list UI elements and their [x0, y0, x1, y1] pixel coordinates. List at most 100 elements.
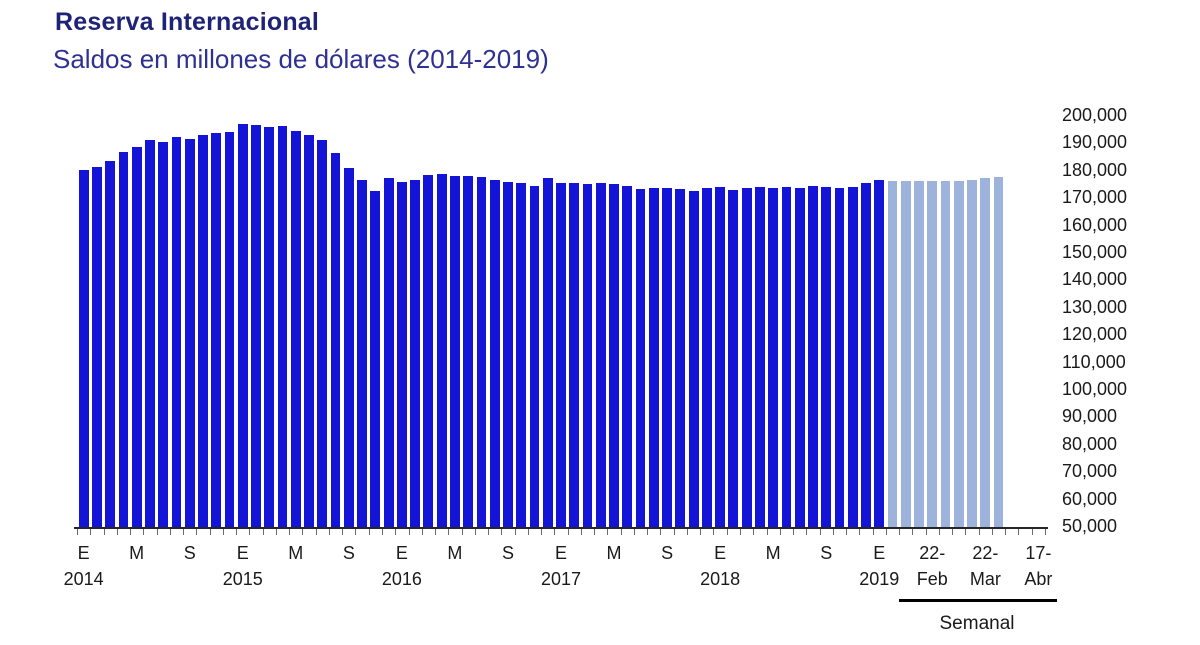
monthly-bar: [264, 126, 275, 527]
x-tick: [527, 529, 529, 535]
x-period-label: 2018: [700, 569, 741, 589]
monthly-bar: [715, 187, 726, 527]
weekly-bar: [900, 180, 911, 527]
x-tick: [819, 529, 821, 535]
x-tick: [355, 529, 357, 535]
monthly-bar: [436, 174, 447, 527]
y-tick-label: 100,000: [1062, 379, 1128, 399]
x-tick: [302, 529, 304, 535]
x-tick: [275, 529, 277, 535]
x-tick: [222, 529, 224, 535]
monthly-bar: [304, 134, 314, 527]
x-tick-label: M: [447, 543, 463, 563]
x-tick-label: S: [183, 543, 196, 563]
x-tick: [713, 529, 715, 535]
x-tick: [740, 529, 741, 535]
x-tick: [315, 529, 317, 535]
x-tick: [554, 529, 556, 535]
x-tick: [793, 529, 795, 535]
x-tick-label: S: [501, 543, 514, 563]
y-tick-label: 110,000: [1062, 351, 1126, 372]
monthly-bar: [423, 174, 434, 527]
monthly-bar: [768, 188, 779, 527]
monthly-bar: [211, 133, 222, 527]
x-tick: [832, 529, 834, 535]
monthly-bar: [675, 189, 686, 527]
monthly-bar: [529, 186, 540, 527]
x-tick: [912, 529, 914, 535]
x-tick-label: S: [661, 543, 674, 563]
monthly-bar: [847, 187, 858, 527]
x-tick: [448, 529, 450, 535]
monthly-bar: [251, 125, 261, 527]
x-tick: [779, 529, 781, 535]
x-tick: [806, 529, 808, 535]
monthly-bar: [582, 183, 593, 527]
x-tick: [381, 529, 383, 535]
x-tick: [899, 529, 901, 535]
weekly-bar: [887, 180, 898, 527]
x-tick: [978, 529, 980, 535]
x-tick-label: E: [395, 543, 408, 563]
x-tick: [620, 529, 622, 535]
monthly-bar: [622, 186, 633, 527]
x-tick: [925, 529, 927, 535]
y-tick-label: 160,000: [1062, 214, 1128, 235]
y-tick-label: 90,000: [1062, 406, 1118, 427]
monthly-bar: [198, 134, 208, 527]
y-tick-label: 140,000: [1062, 269, 1128, 290]
x-tick: [249, 529, 251, 535]
x-tick: [395, 529, 397, 535]
weekly-bar: [953, 180, 964, 527]
monthly-bar: [662, 188, 672, 527]
x-period-label: 2019: [859, 569, 900, 589]
monthly-bar: [834, 188, 845, 527]
x-tick: [183, 529, 185, 535]
monthly-bar: [357, 180, 367, 527]
y-tick-label: 80,000: [1062, 433, 1118, 454]
x-tick: [1045, 529, 1046, 535]
y-tick-label: 170,000: [1062, 187, 1128, 208]
monthly-bar: [317, 140, 328, 527]
y-tick-label: 60,000: [1062, 488, 1118, 509]
monthly-bar: [105, 160, 116, 527]
x-tick-label: 17-: [1025, 543, 1052, 563]
monthly-bar: [78, 169, 89, 527]
monthly-bar: [648, 188, 659, 527]
monthly-bar: [569, 183, 580, 527]
x-tick: [673, 529, 675, 535]
x-period-label: Abr: [1024, 569, 1053, 589]
x-tick: [90, 529, 92, 535]
monthly-bar: [91, 166, 102, 527]
x-tick: [567, 529, 569, 535]
x-tick: [726, 529, 728, 535]
x-tick: [328, 529, 330, 535]
monthly-bar: [609, 183, 619, 527]
semanal-label: Semanal: [939, 613, 1015, 634]
x-tick-label: S: [820, 543, 833, 563]
weekly-bar: [940, 180, 951, 527]
x-tick: [130, 529, 132, 535]
y-tick-label: 50,000: [1062, 516, 1118, 536]
x-tick: [435, 529, 437, 535]
weekly-bar: [967, 180, 977, 527]
x-tick: [342, 529, 344, 535]
weekly-bar: [993, 176, 1004, 527]
x-tick-label: E: [554, 543, 568, 563]
x-tick: [103, 529, 105, 535]
x-tick: [1031, 529, 1033, 535]
x-tick: [169, 529, 171, 535]
x-tick: [991, 529, 993, 535]
x-tick: [885, 529, 887, 535]
x-tick: [143, 529, 145, 535]
monthly-bar: [184, 139, 195, 527]
x-tick-label: M: [765, 543, 781, 563]
monthly-bar: [874, 180, 885, 527]
y-tick-label: 120,000: [1062, 324, 1128, 345]
monthly-bar: [781, 187, 792, 527]
monthly-bar: [861, 182, 871, 527]
monthly-bar: [476, 176, 487, 527]
monthly-bar: [794, 188, 805, 527]
monthly-bar: [701, 188, 712, 527]
monthly-bar: [383, 177, 394, 527]
